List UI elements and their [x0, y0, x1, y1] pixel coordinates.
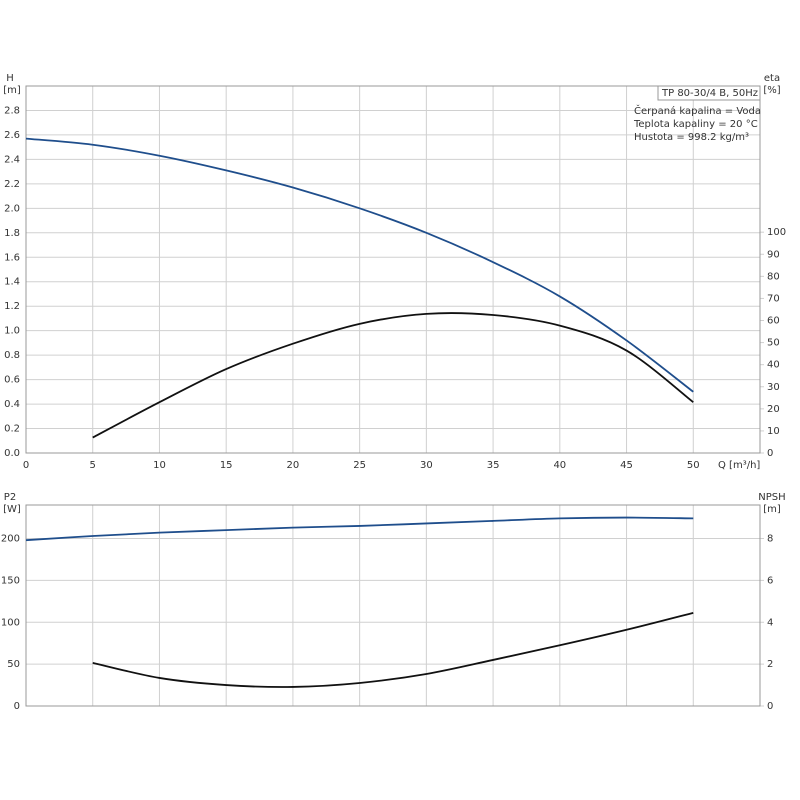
- y2-tick-label: 6: [767, 575, 773, 586]
- y-tick-label: 200: [1, 534, 20, 545]
- y-tick-label: 1.4: [4, 277, 20, 288]
- curve: [25, 137, 694, 393]
- y2-tick-label: 50: [767, 338, 780, 349]
- y-axis-unit: [W]: [3, 504, 21, 515]
- x-tick-label: 10: [153, 460, 166, 471]
- y2-tick-label: 40: [767, 360, 780, 371]
- y-tick-label: 1.0: [4, 326, 20, 337]
- y-tick-label: 0.0: [4, 448, 20, 459]
- info-box: [657, 85, 761, 101]
- curve: [92, 611, 694, 688]
- y-tick-label: 0: [14, 701, 20, 712]
- info-title: TP 80-30/4 B, 50Hz: [661, 88, 758, 99]
- y2-tick-label: 2: [767, 659, 773, 670]
- info-line: Teplota kapaliny = 20 °C: [633, 119, 758, 130]
- y2-tick-label: 0: [767, 448, 773, 459]
- curve: [92, 312, 694, 439]
- y-tick-label: 150: [1, 575, 20, 586]
- plot-frame: [25, 504, 761, 707]
- y2-tick-label: 8: [767, 534, 773, 545]
- x-tick-label: 50: [687, 460, 700, 471]
- y2-tick-label: 70: [767, 293, 780, 304]
- y-axis-label: P2: [4, 492, 16, 503]
- x-tick-label: 40: [553, 460, 566, 471]
- y-axis-unit: [m]: [3, 85, 21, 96]
- y-tick-label: 1.8: [4, 228, 20, 239]
- curve: [25, 516, 694, 542]
- y-tick-label: 50: [7, 659, 20, 670]
- x-tick-label: 30: [420, 460, 433, 471]
- x-tick-label: 35: [487, 460, 500, 471]
- y2-tick-label: 0: [767, 701, 773, 712]
- x-tick-label: 20: [287, 460, 300, 471]
- y-tick-label: 2.0: [4, 203, 20, 214]
- y2-axis-label: NPSH: [758, 492, 785, 503]
- x-axis-label: Q [m³/h]: [718, 460, 760, 471]
- y2-tick-label: 90: [767, 249, 780, 260]
- y-tick-label: 1.2: [4, 301, 20, 312]
- y-axis-label: H: [6, 73, 14, 84]
- y-tick-label: 1.6: [4, 252, 20, 263]
- y-tick-label: 2.8: [4, 105, 20, 116]
- info-line: Hustota = 998.2 kg/m³: [634, 132, 749, 143]
- y2-tick-label: 100: [767, 227, 786, 238]
- y-tick-label: 0.6: [4, 375, 20, 386]
- y-tick-label: 0.4: [4, 399, 20, 410]
- y-tick-label: 2.2: [4, 179, 20, 190]
- y2-axis-label: eta: [764, 73, 780, 84]
- y-tick-label: 0.8: [4, 350, 20, 361]
- y2-tick-label: 4: [767, 617, 773, 628]
- y-tick-label: 100: [1, 617, 20, 628]
- x-tick-label: 5: [90, 460, 96, 471]
- y2-tick-label: 30: [767, 382, 780, 393]
- y2-axis-unit: [m]: [763, 504, 781, 515]
- x-tick-label: 45: [620, 460, 633, 471]
- y2-tick-label: 20: [767, 404, 780, 415]
- x-tick-label: 25: [353, 460, 366, 471]
- y-tick-label: 0.2: [4, 424, 20, 435]
- y2-tick-label: 60: [767, 316, 780, 327]
- x-tick-label: 15: [220, 460, 233, 471]
- y2-tick-label: 80: [767, 271, 780, 282]
- y-tick-label: 2.4: [4, 154, 20, 165]
- y-tick-label: 2.6: [4, 130, 20, 141]
- x-tick-label: 0: [23, 460, 29, 471]
- y2-axis-unit: [%]: [763, 85, 780, 96]
- y2-tick-label: 10: [767, 426, 780, 437]
- info-line: Čerpaná kapalina = Voda: [634, 104, 761, 117]
- plot-frame: [25, 85, 761, 454]
